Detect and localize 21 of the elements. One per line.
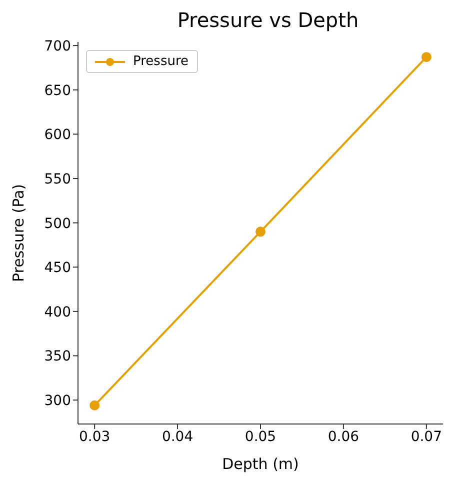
y-tick-label: 350 [44, 348, 71, 365]
y-tick-label: 700 [44, 38, 71, 55]
x-axis-title: Depth (m) [222, 455, 299, 473]
chart-title: Pressure vs Depth [176, 8, 360, 34]
y-axis-title: Pressure (Pa) [9, 184, 28, 282]
x-tick-label: 0.03 [79, 428, 110, 445]
x-tick-label: 0.07 [410, 428, 442, 445]
y-tick-label: 550 [44, 171, 71, 188]
point [421, 52, 432, 62]
point [90, 400, 100, 410]
x-tick-label: 0.06 [328, 428, 360, 445]
x-tick-label: 0.04 [162, 428, 194, 445]
y-tick-label: 650 [44, 82, 71, 99]
point [256, 226, 266, 237]
x-tick-label: 0.05 [244, 428, 276, 445]
y-tick-label: 400 [44, 304, 71, 320]
y-tick-label: 300 [44, 393, 71, 410]
y-tick-label: 600 [44, 127, 71, 144]
y-tick-label: 450 [44, 260, 71, 276]
y-tick-label: 500 [44, 216, 71, 232]
legend-label: Pressure [133, 54, 189, 69]
